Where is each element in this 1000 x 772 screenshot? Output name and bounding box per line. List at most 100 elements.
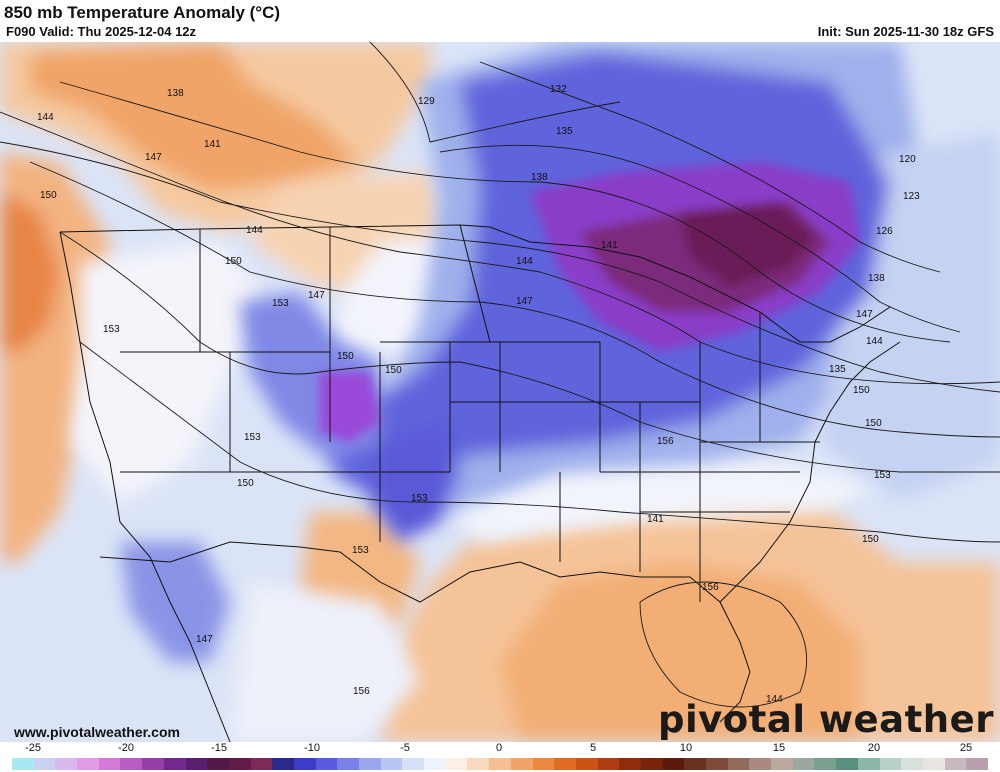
contour-label: 153	[272, 298, 289, 309]
contour-label: 150	[337, 351, 354, 362]
contour-135	[439, 144, 961, 333]
colorbar-swatch	[185, 758, 208, 770]
site-url: www.pivotalweather.com	[14, 724, 180, 740]
contour-label: 132	[550, 84, 567, 95]
contour-label: 123	[903, 191, 920, 202]
colorbar-tick: 10	[679, 742, 693, 754]
colorbar-swatch	[706, 758, 728, 770]
colorbar-tick: -15	[211, 742, 227, 754]
colorbar-swatch	[619, 758, 641, 770]
colorbar-swatch	[402, 758, 425, 770]
cold-colorado-core	[320, 372, 380, 442]
colorbar-swatches	[12, 758, 988, 770]
contour-label: 150	[865, 418, 882, 429]
contour-label: 129	[418, 96, 435, 107]
contour-138	[59, 81, 951, 343]
contour-144	[0, 111, 1000, 385]
contour-label: 153	[411, 493, 428, 504]
contour-label: 150	[40, 190, 57, 201]
colorbar-swatch	[337, 758, 359, 770]
colorbar-swatch	[597, 758, 620, 770]
colorbar-swatch	[445, 758, 468, 770]
contour-label: 126	[876, 226, 893, 237]
contour-label: 156	[657, 436, 674, 447]
political-borders	[59, 224, 901, 742]
height-contours	[0, 42, 1000, 708]
colorbar-swatch	[359, 758, 381, 770]
contour-label: 141	[204, 139, 221, 150]
colorbar-swatch	[142, 758, 164, 770]
init-time: Init: Sun 2025-11-30 18z GFS	[817, 24, 994, 39]
contour-label: 141	[647, 514, 664, 525]
colorbar-swatch	[424, 758, 446, 770]
warm-westcoast-core	[0, 192, 60, 352]
contour-label: 147	[196, 634, 213, 645]
contour-label: 150	[862, 534, 879, 545]
colorbar-swatch	[12, 758, 34, 770]
colorbar-swatch	[98, 758, 121, 770]
colorbar-swatch	[228, 758, 251, 770]
colorbar-swatch	[727, 758, 750, 770]
warm-florida	[500, 562, 860, 742]
contour-label: 138	[167, 88, 184, 99]
gulf-coast	[519, 561, 751, 723]
colorbar-swatch	[163, 758, 186, 770]
contour-label: 144	[516, 256, 533, 267]
contour-label: 153	[103, 324, 120, 335]
cold-baja	[120, 542, 230, 662]
contour-label: 156	[702, 582, 719, 593]
contour-label: 153	[874, 470, 891, 481]
map-header: 850 mb Temperature Anomaly (°C) F090 Val…	[0, 0, 1000, 42]
colorbar-swatch	[684, 758, 706, 770]
colorbar-tick: 25	[959, 742, 973, 754]
contour-label: 153	[352, 545, 369, 556]
colorbar-swatch	[120, 758, 143, 770]
contour-label: 150	[385, 365, 402, 376]
neutral-mexico	[230, 582, 420, 742]
warm-anomaly-shading	[0, 42, 1000, 742]
colorbar-swatch	[771, 758, 793, 770]
map-title: 850 mb Temperature Anomaly (°C)	[4, 3, 281, 22]
colorbar-swatch	[792, 758, 815, 770]
colorbar-swatch	[836, 758, 858, 770]
colorbar-swatch	[879, 758, 902, 770]
cold-darkest-core	[680, 202, 815, 287]
contour-label-group: 129 132 135 138 141 144 147 150 153 156 …	[37, 84, 920, 705]
colorbar-tick: -25	[25, 742, 41, 754]
contour-label: 138	[868, 273, 885, 284]
colorbar-tick: 15	[772, 742, 786, 754]
cold-southern-plains	[370, 422, 460, 542]
colorbar-swatch	[814, 758, 837, 770]
contour-label: 150	[225, 256, 242, 267]
neutral-southern-band	[430, 462, 880, 542]
colorbar-swatch	[293, 758, 316, 770]
colorbar-tick: 0	[495, 742, 503, 754]
colorbar-swatch	[33, 758, 56, 770]
valid-time: F090 Valid: Thu 2025-12-04 12z	[6, 24, 197, 39]
colorbar-swatch	[467, 758, 490, 770]
colorbar-swatch	[380, 758, 403, 770]
neutral-great-basin	[70, 242, 260, 502]
mexico-us-border	[99, 541, 521, 603]
contour-label: 120	[899, 154, 916, 165]
contour-label: 147	[145, 152, 162, 163]
contour-label: 144	[37, 112, 54, 123]
contour-label: 147	[516, 296, 533, 307]
contour-147	[29, 161, 1000, 438]
contour-129	[369, 42, 621, 143]
colorbar-tick: -10	[304, 742, 320, 754]
colorbar-swatch	[510, 758, 533, 770]
colorbar-swatch	[554, 758, 576, 770]
contour-label: 147	[308, 290, 325, 301]
colorbar-swatch	[749, 758, 772, 770]
contour-153	[79, 341, 1000, 543]
contour-label: 135	[556, 126, 573, 137]
contour-label: 144	[766, 694, 783, 705]
colorbar-swatch	[315, 758, 338, 770]
colorbar-swatch	[272, 758, 294, 770]
colorbar-swatch	[640, 758, 663, 770]
colorbar-tick: -5	[400, 742, 410, 754]
colorbar-swatch	[857, 758, 880, 770]
contour-label: 135	[829, 364, 846, 375]
